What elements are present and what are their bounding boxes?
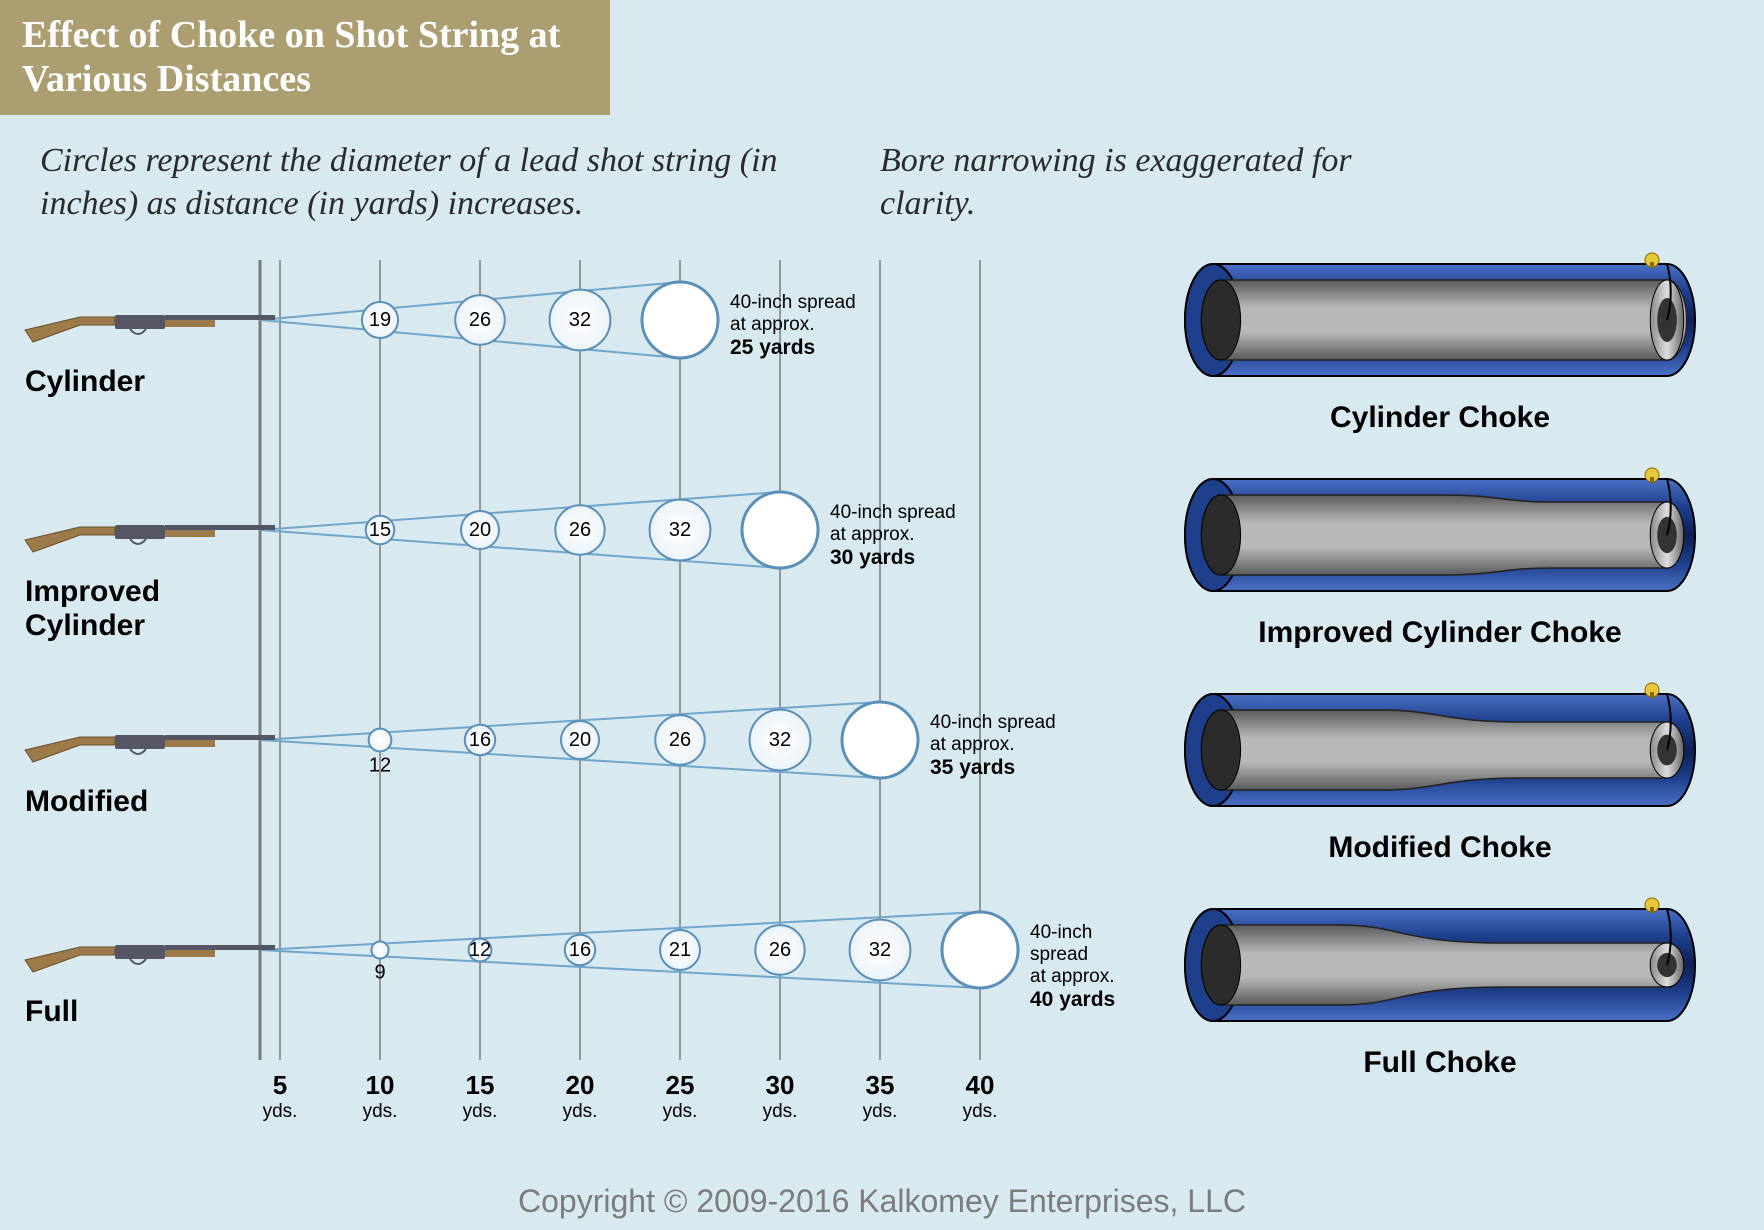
chart-area: 19 26 32 15 20 26 32 12 16 20 26 32 9 12 16 21 26 32 Cyli…: [20, 250, 1130, 1120]
spread-annotation: 40-inch spreadat approx.30 yards: [830, 502, 956, 570]
barrel-diagram: Full Choke: [1160, 895, 1720, 1080]
choke-row-label: Full: [25, 995, 225, 1029]
axis-tick-label: 20yds.: [550, 1070, 610, 1123]
barrel-diagrams: Cylinder Choke Improved Cylinder Choke Mod…: [1160, 250, 1740, 1120]
axis-tick-label: 40yds.: [950, 1070, 1010, 1123]
title-text: Effect of Choke on Shot String at Variou…: [22, 14, 588, 101]
svg-text:32: 32: [869, 939, 891, 961]
spread-annotation: 40-inch spreadat approx.40 yards: [1030, 922, 1130, 1012]
svg-text:16: 16: [469, 729, 491, 751]
axis-tick-label: 5yds.: [250, 1070, 310, 1123]
copyright-text: Copyright © 2009-2016 Kalkomey Enterpris…: [0, 1183, 1764, 1220]
barrel-diagram: Improved Cylinder Choke: [1160, 465, 1720, 650]
svg-text:32: 32: [769, 729, 791, 751]
svg-text:16: 16: [569, 939, 591, 961]
subtitle-right: Bore narrowing is exaggerated for clarit…: [880, 140, 1380, 225]
barrel-caption: Modified Choke: [1160, 831, 1720, 865]
svg-text:15: 15: [369, 519, 391, 541]
title-banner: Effect of Choke on Shot String at Variou…: [0, 0, 610, 115]
svg-text:26: 26: [569, 519, 591, 541]
axis-tick-label: 10yds.: [350, 1070, 410, 1123]
svg-text:32: 32: [569, 309, 591, 331]
svg-text:20: 20: [469, 519, 491, 541]
choke-row-label: Modified: [25, 785, 225, 819]
barrel-diagram: Modified Choke: [1160, 680, 1720, 865]
svg-text:20: 20: [569, 729, 591, 751]
choke-row-label: Cylinder: [25, 365, 225, 399]
subtitle-left: Circles represent the diameter of a lead…: [40, 140, 840, 225]
spread-annotation: 40-inch spreadat approx.25 yards: [730, 292, 856, 360]
axis-tick-label: 35yds.: [850, 1070, 910, 1123]
axis-tick-label: 30yds.: [750, 1070, 810, 1123]
svg-text:26: 26: [769, 939, 791, 961]
svg-text:19: 19: [369, 309, 391, 331]
svg-text:32: 32: [669, 519, 691, 541]
spread-annotation: 40-inch spreadat approx.35 yards: [930, 712, 1056, 780]
svg-text:26: 26: [669, 729, 691, 751]
barrel-caption: Cylinder Choke: [1160, 401, 1720, 435]
axis-tick-label: 25yds.: [650, 1070, 710, 1123]
axis-tick-label: 15yds.: [450, 1070, 510, 1123]
choke-row-label: Improved Cylinder: [25, 575, 225, 643]
svg-text:21: 21: [669, 939, 691, 961]
barrel-diagram: Cylinder Choke: [1160, 250, 1720, 435]
svg-text:12: 12: [469, 939, 491, 961]
barrel-caption: Improved Cylinder Choke: [1160, 616, 1720, 650]
barrel-caption: Full Choke: [1160, 1046, 1720, 1080]
svg-text:12: 12: [369, 754, 391, 776]
page: Effect of Choke on Shot String at Variou…: [0, 0, 1764, 1230]
svg-text:26: 26: [469, 309, 491, 331]
svg-text:9: 9: [374, 962, 385, 984]
